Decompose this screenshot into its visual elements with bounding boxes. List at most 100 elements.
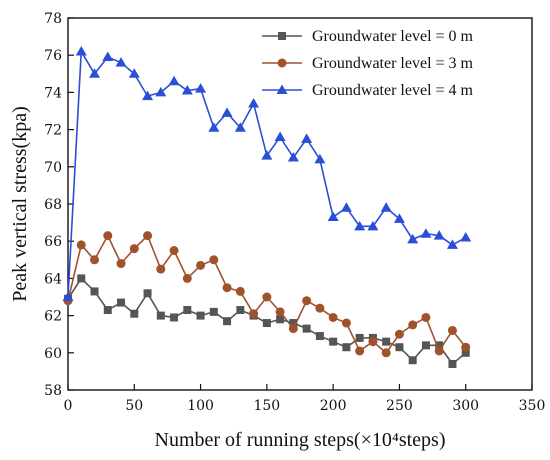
legend-marker: [276, 84, 288, 94]
data-point: [433, 230, 445, 240]
data-point: [76, 240, 86, 250]
data-point: [382, 337, 391, 346]
legend-marker: [277, 58, 287, 68]
x-tick-label: 50: [125, 398, 143, 414]
data-point: [196, 260, 206, 270]
y-axis-title: Peak vertical stress(kpa): [9, 106, 31, 301]
data-point: [393, 213, 405, 223]
x-tick-label: 200: [320, 398, 347, 414]
data-point: [89, 68, 101, 78]
y-tick-label: 76: [44, 48, 62, 64]
data-point: [103, 306, 112, 315]
data-point: [395, 343, 404, 352]
y-tick-label: 60: [44, 346, 62, 362]
data-point: [381, 348, 391, 358]
y-tick-label: 62: [44, 309, 62, 325]
data-point: [183, 306, 192, 315]
data-point: [170, 313, 179, 322]
legend-item: Groundwater level = 0 m: [262, 28, 474, 45]
data-point: [182, 273, 192, 283]
data-point: [275, 307, 285, 317]
data-point: [156, 264, 166, 274]
y-tick-label: 64: [44, 271, 62, 287]
legend-label: Groundwater level = 4 m: [312, 82, 474, 99]
y-tick-label: 58: [44, 383, 62, 399]
data-point: [142, 90, 154, 101]
legend-label: Groundwater level = 0 m: [312, 28, 474, 45]
series-0: [64, 274, 470, 368]
data-point: [117, 298, 126, 307]
series-layer: [62, 45, 472, 368]
data-point: [461, 342, 471, 352]
y-tick-label: 68: [44, 197, 62, 213]
data-point: [102, 51, 114, 62]
data-point: [328, 312, 338, 322]
data-point: [355, 346, 365, 356]
data-point: [302, 324, 311, 333]
data-point: [289, 319, 298, 328]
data-point: [461, 348, 470, 357]
data-point: [168, 75, 180, 86]
data-point: [128, 68, 140, 78]
axis-ticks: 0 50 100 150 200 250 300 350 58 60 62 64 66 68 70 72 74 7…: [44, 11, 545, 414]
data-point: [342, 343, 351, 352]
y-tick-label: 78: [44, 11, 62, 27]
x-tick-label: 0: [64, 398, 73, 414]
data-point: [355, 333, 364, 342]
data-point: [116, 259, 126, 269]
x-tick-label: 300: [452, 398, 479, 414]
data-point: [236, 306, 245, 315]
data-point: [195, 83, 207, 93]
plot-frame: [67, 17, 533, 391]
y-tick-label: 70: [44, 160, 62, 176]
data-point: [129, 244, 139, 254]
legend: Groundwater level = 0 m Groundwater level…: [262, 28, 474, 99]
series-1: [63, 231, 471, 358]
y-tick-label: 74: [44, 85, 62, 101]
x-tick-label: 100: [187, 398, 214, 414]
data-point: [340, 202, 352, 212]
data-point: [314, 153, 326, 164]
data-point: [341, 318, 351, 328]
x-tick-label: 150: [253, 398, 280, 414]
data-point: [408, 356, 417, 365]
data-point: [249, 309, 259, 319]
data-point: [208, 122, 220, 132]
data-point: [62, 291, 74, 301]
data-point: [368, 337, 378, 347]
data-point: [143, 289, 152, 298]
data-point: [235, 286, 245, 296]
data-point: [90, 255, 100, 265]
legend-marker: [278, 32, 286, 40]
data-point: [435, 341, 444, 350]
data-point: [421, 312, 431, 322]
data-point: [169, 246, 179, 255]
data-point: [287, 152, 299, 162]
data-point: [354, 220, 366, 231]
legend-item: Groundwater level = 3 m: [262, 55, 474, 72]
data-point: [446, 239, 458, 249]
data-point: [181, 85, 193, 95]
data-point: [274, 131, 286, 142]
data-point: [315, 332, 324, 341]
data-point: [234, 122, 246, 132]
data-point: [261, 150, 273, 160]
data-point: [248, 98, 260, 108]
data-point: [223, 317, 232, 326]
y-tick-label: 72: [44, 123, 62, 139]
x-tick-label: 350: [519, 398, 546, 414]
data-point: [221, 107, 233, 117]
legend-label: Groundwater level = 3 m: [312, 55, 474, 72]
data-point: [276, 315, 285, 324]
data-point: [421, 341, 430, 350]
data-point: [288, 324, 298, 334]
data-point: [115, 57, 127, 67]
data-point: [447, 325, 457, 335]
legend-item: Groundwater level = 4 m: [262, 82, 474, 99]
data-point: [380, 202, 392, 212]
data-point: [420, 228, 432, 238]
data-point: [301, 133, 313, 143]
data-point: [262, 319, 271, 328]
data-point: [209, 255, 219, 265]
data-point: [329, 337, 338, 346]
